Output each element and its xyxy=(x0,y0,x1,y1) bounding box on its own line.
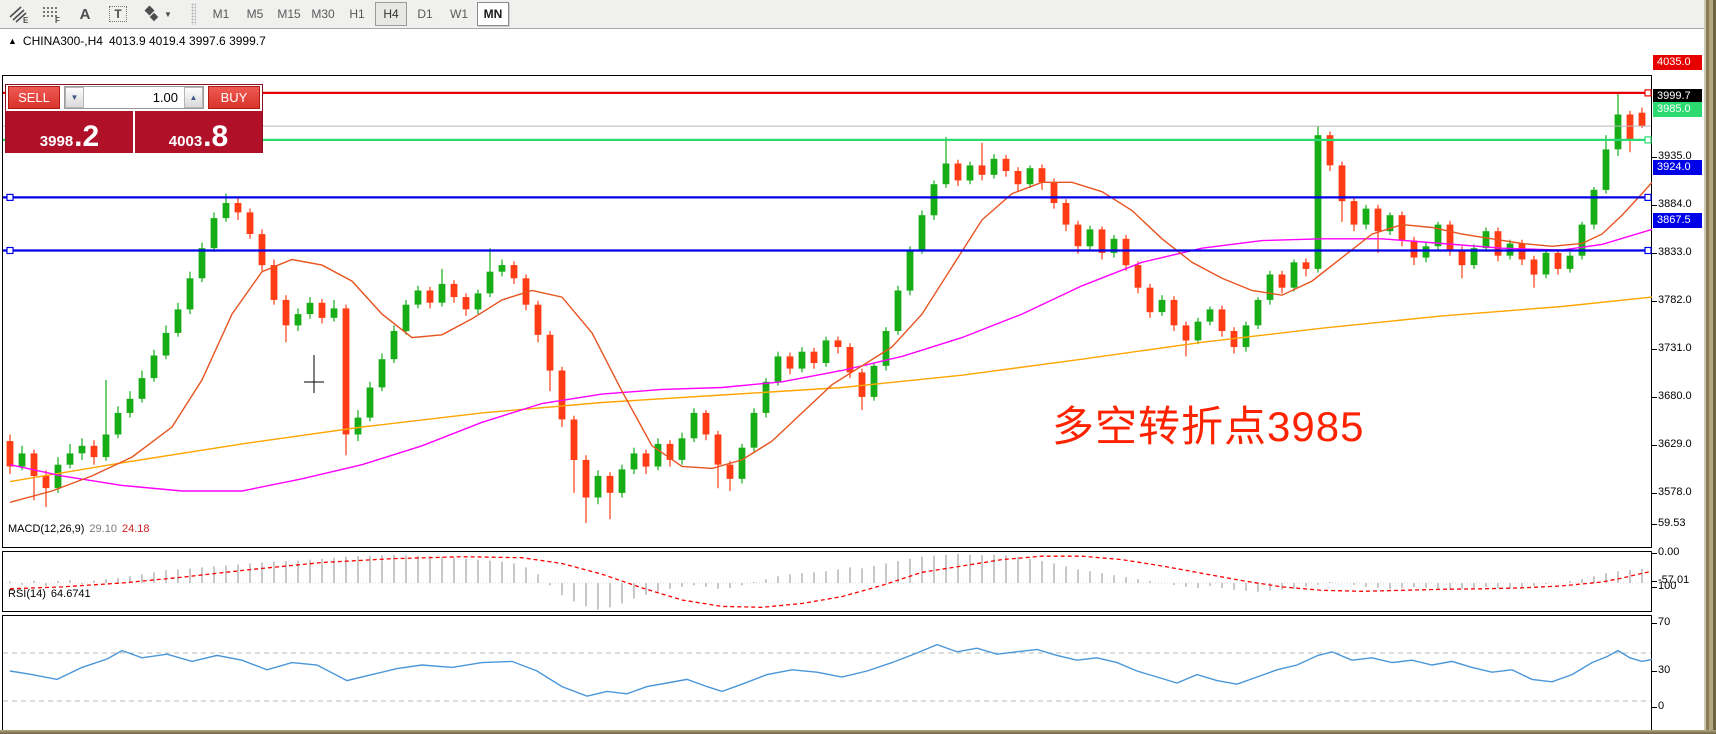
axis-tick-label: 3782.0 xyxy=(1658,294,1692,306)
timeframe-button-m5[interactable]: M5 xyxy=(246,7,264,21)
timeframe-button-h1[interactable]: H1 xyxy=(349,7,365,21)
svg-text:F: F xyxy=(55,16,60,24)
axis-tick-label: 3578.0 xyxy=(1658,486,1692,498)
rsi-panel-plot[interactable] xyxy=(2,615,1652,734)
rsi-value: 64.6741 xyxy=(50,588,91,600)
timeframe-button-m15[interactable]: M15 xyxy=(277,7,301,21)
macd-panel-plot[interactable] xyxy=(2,551,1652,612)
axis-tick-label: 3884.0 xyxy=(1658,198,1692,210)
text-tool-icon[interactable]: A xyxy=(79,5,91,23)
axis-tick xyxy=(1652,553,1657,554)
axis-tick xyxy=(1652,671,1657,672)
timeframe-button-w1[interactable]: W1 xyxy=(450,7,468,21)
axis-tick xyxy=(1652,707,1657,708)
axis-tick xyxy=(1652,349,1657,350)
axis-tick-label: 0 xyxy=(1658,700,1665,712)
price-label-3999-7: 3999.7 xyxy=(1653,89,1702,104)
axis-tick xyxy=(1652,587,1657,588)
axis-tick-label: 59.53 xyxy=(1658,517,1686,529)
arrows-tool-icon[interactable]: ▼ xyxy=(137,2,177,26)
price-label-3985-0: 3985.0 xyxy=(1653,102,1702,117)
timeframe-button-h4[interactable]: H4 xyxy=(375,2,407,26)
timeframe-button-d1[interactable]: D1 xyxy=(417,7,433,21)
timeframe-bar: M1 M5 M15 M30 H1 H4 D1 W1 MN xyxy=(204,2,510,26)
buy-button[interactable]: BUY xyxy=(208,86,260,109)
axis-tick-label: 3680.0 xyxy=(1658,390,1692,402)
volume-decrease-button[interactable]: ▼ xyxy=(65,87,84,108)
axis-tick-label: 100 xyxy=(1658,580,1677,592)
timeframe-button-m1[interactable]: M1 xyxy=(212,7,230,21)
axis-tick xyxy=(1652,445,1657,446)
price-divider xyxy=(133,111,135,153)
volume-increase-button[interactable]: ▲ xyxy=(184,87,203,108)
axis-tick-label: 3935.0 xyxy=(1658,150,1692,162)
window-border-bottom xyxy=(0,730,1716,734)
axis-tick-label: 3833.0 xyxy=(1658,246,1692,258)
toolbar-grip[interactable] xyxy=(191,3,196,25)
chart-annotation-text[interactable]: 多空转折点3985 xyxy=(1052,403,1365,450)
rsi-indicator-label: RSI(14) 64.6741 xyxy=(8,588,91,600)
chart-area: ▲ CHINA300-,H4 4013.9 4019.4 3997.6 3999… xyxy=(0,30,1704,734)
chart-symbol-period: CHINA300-,H4 xyxy=(22,34,103,48)
axis-tick xyxy=(1652,623,1657,624)
price-label-3924-0: 3924.0 xyxy=(1653,160,1702,175)
axis-tick-label: 70 xyxy=(1658,616,1671,628)
volume-spinner: ▼ 1.00 ▲ xyxy=(64,86,204,109)
axis-tick xyxy=(1652,397,1657,398)
axis-tick xyxy=(1652,301,1657,302)
toolbar: E F A T ▼ M1 M5 M15 M30 H1 H4 D1 W1 MN xyxy=(0,0,1704,29)
price-chart-plot[interactable] xyxy=(2,75,1652,548)
axis-tick xyxy=(1652,253,1657,254)
price-label-3867-5: 3867.5 xyxy=(1653,213,1702,228)
chart-ohlc-values: 4013.9 4019.4 3997.6 3999.7 xyxy=(108,34,266,48)
chart-title: ▲ CHINA300-,H4 4013.9 4019.4 3997.6 3999… xyxy=(8,34,266,48)
axis-tick-label: 30 xyxy=(1658,664,1671,676)
dropdown-caret-icon: ▼ xyxy=(164,9,172,19)
sell-button[interactable]: SELL xyxy=(8,86,60,109)
fibonacci-tool-icon[interactable]: F xyxy=(38,2,66,26)
window-border-right xyxy=(1704,0,1716,734)
timeframe-button-m30[interactable]: M30 xyxy=(311,7,335,21)
axis-tick-label: -57.01 xyxy=(1658,574,1690,586)
axis-tick xyxy=(1652,581,1657,582)
volume-input[interactable]: 1.00 xyxy=(152,90,178,105)
axis-tick-label: 0.00 xyxy=(1658,546,1680,558)
macd-main-value: 29.10 xyxy=(89,523,117,535)
sell-price-display[interactable]: 3998.2 xyxy=(6,111,133,153)
timeframe-button-mn[interactable]: MN xyxy=(477,2,509,26)
axis-tick xyxy=(1652,524,1657,525)
axis-tick xyxy=(1652,205,1657,206)
one-click-trade-widget: SELL ▼ 1.00 ▲ BUY 3998.2 4003.8 xyxy=(5,84,263,153)
price-label-4035-0: 4035.0 xyxy=(1653,55,1702,70)
text-label-tool-icon[interactable]: T xyxy=(104,2,132,26)
axis-tick-label: 3731.0 xyxy=(1658,342,1692,354)
symbol-collapse-icon[interactable]: ▲ xyxy=(8,36,17,46)
axis-tick xyxy=(1652,157,1657,158)
buy-price-display[interactable]: 4003.8 xyxy=(135,111,262,153)
macd-signal-value: 24.18 xyxy=(121,523,150,535)
svg-text:E: E xyxy=(23,16,29,24)
equidistant-channel-tool-icon[interactable]: E xyxy=(5,2,33,26)
macd-indicator-label: MACD(12,26,9) 29.10 24.18 xyxy=(8,523,150,535)
axis-tick-label: 3629.0 xyxy=(1658,438,1692,450)
axis-tick xyxy=(1652,493,1657,494)
